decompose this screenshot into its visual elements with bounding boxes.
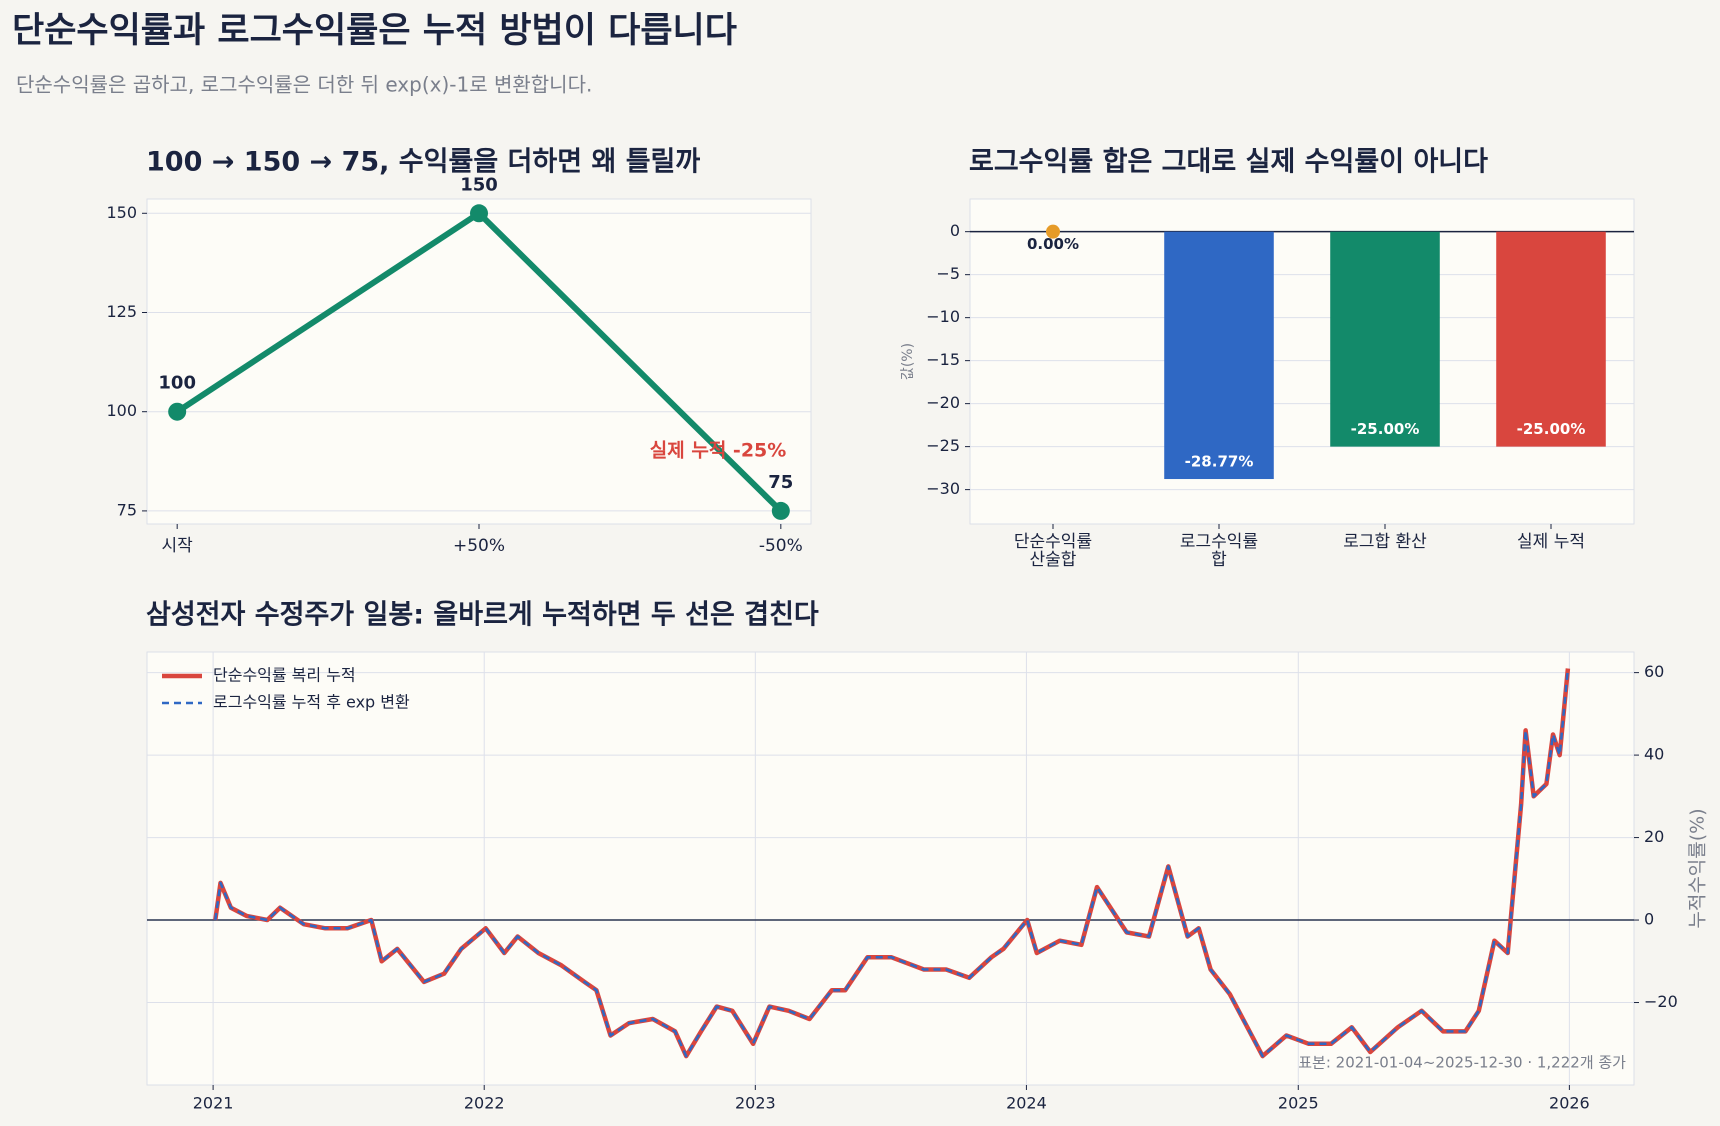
series-line [214,668,1570,1058]
bar [1164,231,1274,480]
data-label: -28.77% [1185,453,1254,471]
y-tick-label: 125 [106,302,137,321]
x-tick-label: -50% [759,536,803,556]
y-tick-label: 0 [950,221,960,240]
y-tick-label: −10 [926,307,960,326]
data-label: -25.00% [1351,420,1420,438]
data-label: 0.00% [1027,235,1079,253]
plot-area [146,651,1635,1086]
page-subtitle: 단순수익률은 곱하고, 로그수익률은 더한 뒤 exp(x)-1로 변환합니다. [16,73,592,97]
data-point [470,204,488,223]
annotation: 표본: 2021-01-04~2025-12-30 · 1,222개 종가 [1298,1054,1626,1072]
x-tick-label: 2023 [735,1094,776,1113]
legend-label: 로그수익률 누적 후 exp 변환 [213,693,410,712]
y-tick-label: 20 [1644,827,1664,846]
y-tick-label: 40 [1644,745,1664,764]
x-tick-label: 2024 [1006,1094,1047,1113]
y-tick-label: −15 [926,350,960,369]
y-tick-label: 0 [1644,910,1654,929]
x-tick-label: 2026 [1549,1094,1590,1113]
y-tick-label: 75 [117,500,137,519]
page-title: 단순수익률과 로그수익률은 누적 방법이 다릅니다 [12,11,737,51]
y-tick-label: 100 [106,401,137,420]
data-label: 75 [768,472,793,493]
chart-title: 로그수익률 합은 그대로 실제 수익률이 아니다 [969,147,1488,178]
x-tick-label: 2021 [193,1094,234,1113]
y-tick-label: −30 [926,479,960,498]
y-axis-label: 값(%) [900,343,916,380]
x-tick-label: 시작 [162,536,194,556]
chart-title: 삼성전자 수정주가 일봉: 올바르게 누적하면 두 선은 겹친다 [146,600,819,631]
y-axis-label: 누적수익률(%) [1687,808,1709,928]
data-label: 150 [460,174,498,195]
bar [1496,231,1606,447]
y-tick-label: −25 [926,436,960,455]
x-tick-label: 2025 [1278,1094,1319,1113]
x-tick-label: 2022 [464,1094,505,1113]
data-label: 100 [158,373,196,394]
y-tick-label: −20 [1644,992,1678,1011]
x-tick-label: 로그수익률 합 [1179,532,1259,570]
x-tick-label: 로그합 환산 [1343,532,1427,552]
y-tick-label: −5 [936,264,960,283]
y-tick-label: 150 [106,203,137,222]
data-point [771,501,790,520]
x-tick-label: 단순수익률 산술합 [1013,532,1093,570]
x-tick-label: +50% [453,536,505,556]
y-tick-label: −20 [926,393,960,412]
plot-area [146,198,812,525]
legend-label: 단순수익률 복리 누적 [213,666,356,685]
chart-title: 100 → 150 → 75, 수익률을 더하면 왜 틀릴까 [146,147,700,178]
y-tick-label: 60 [1644,662,1664,681]
data-point [168,402,187,421]
x-tick-label: 실제 누적 [1517,532,1585,552]
annotation: 실제 누적 -25% [650,440,787,462]
bar [1330,231,1440,447]
bar [1046,224,1060,239]
data-label: -25.00% [1517,420,1586,438]
